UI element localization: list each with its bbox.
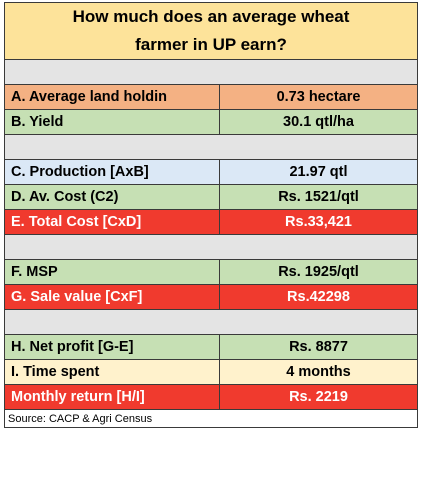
row-value: 4 months — [219, 359, 418, 385]
spacer-row — [4, 234, 418, 260]
data-table-sheet: How much does an average wheat farmer in… — [4, 2, 418, 428]
row-label: D. Av. Cost (C2) — [4, 184, 220, 210]
table-row: A. Average land holdin 0.73 hectare — [4, 84, 418, 110]
row-label: G. Sale value [CxF] — [4, 284, 220, 310]
row-label: E. Total Cost [CxD] — [4, 209, 220, 235]
row-value: Rs. 1925/qtl — [219, 259, 418, 285]
table-row: D. Av. Cost (C2) Rs. 1521/qtl — [4, 184, 418, 210]
title-line-2: farmer in UP earn? — [135, 35, 287, 54]
table-row: I. Time spent 4 months — [4, 359, 418, 385]
row-label: C. Production [AxB] — [4, 159, 220, 185]
spacer-row — [4, 59, 418, 85]
row-label: B. Yield — [4, 109, 220, 135]
table-row: H. Net profit [G-E] Rs. 8877 — [4, 334, 418, 360]
table-row: B. Yield 30.1 qtl/ha — [4, 109, 418, 135]
table-title: How much does an average wheat farmer in… — [4, 2, 418, 60]
table-row: E. Total Cost [CxD] Rs.33,421 — [4, 209, 418, 235]
source-note: Source: CACP & Agri Census — [4, 409, 418, 428]
row-value: Rs.42298 — [219, 284, 418, 310]
title-row: How much does an average wheat farmer in… — [4, 2, 418, 60]
wheat-farmer-earnings-table: How much does an average wheat farmer in… — [4, 2, 418, 428]
table-row: C. Production [AxB] 21.97 qtl — [4, 159, 418, 185]
row-label: Monthly return [H/I] — [4, 384, 220, 410]
row-value: 30.1 qtl/ha — [219, 109, 418, 135]
spacer-row — [4, 309, 418, 335]
source-row: Source: CACP & Agri Census — [4, 409, 418, 428]
row-value: Rs. 1521/qtl — [219, 184, 418, 210]
table-row: F. MSP Rs. 1925/qtl — [4, 259, 418, 285]
spacer-row — [4, 134, 418, 160]
row-value: Rs.33,421 — [219, 209, 418, 235]
row-value: Rs. 2219 — [219, 384, 418, 410]
row-label: H. Net profit [G-E] — [4, 334, 220, 360]
row-label: I. Time spent — [4, 359, 220, 385]
row-value: Rs. 8877 — [219, 334, 418, 360]
title-line-1: How much does an average wheat — [72, 7, 350, 26]
row-value: 21.97 qtl — [219, 159, 418, 185]
row-value: 0.73 hectare — [219, 84, 418, 110]
table-row: Monthly return [H/I] Rs. 2219 — [4, 384, 418, 410]
row-label: F. MSP — [4, 259, 220, 285]
table-row: G. Sale value [CxF] Rs.42298 — [4, 284, 418, 310]
row-label: A. Average land holdin — [4, 84, 220, 110]
